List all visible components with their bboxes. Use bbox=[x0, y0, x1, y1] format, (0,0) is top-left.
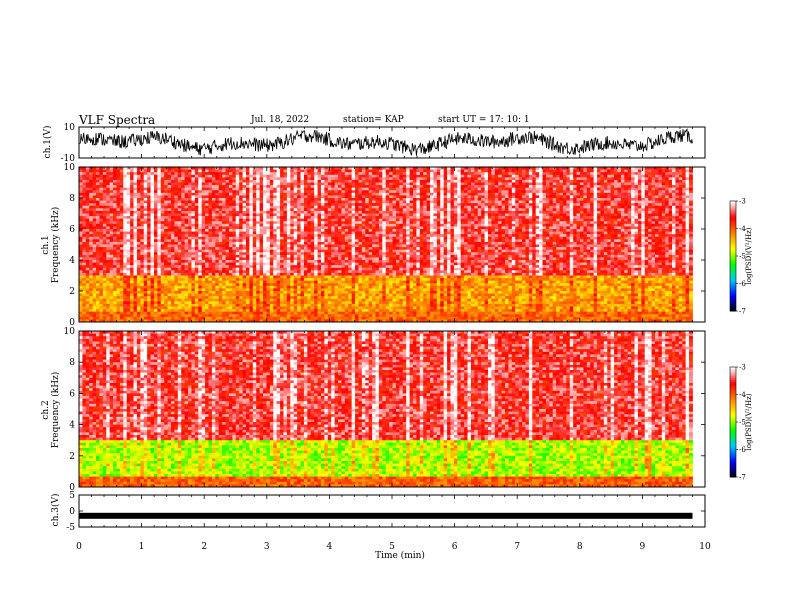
y-tick-label: 10 bbox=[64, 327, 76, 337]
x-tick-label: 2 bbox=[201, 542, 207, 552]
y-tick-label: -5 bbox=[66, 523, 75, 533]
ch3-waveform bbox=[79, 512, 693, 519]
y-tick-label: 6 bbox=[69, 225, 75, 235]
colorbar-label: log(PSD)(V²/Hz) bbox=[745, 227, 753, 284]
x-tick-label: 3 bbox=[264, 542, 270, 552]
x-axis-label: Time (min) bbox=[375, 550, 425, 561]
colorbar-label: log(PSD)(V²/Hz) bbox=[745, 393, 753, 450]
ch1-spectrogram-ylabel-line2: Frequency (kHz) bbox=[50, 207, 61, 284]
colorbar-tick-label: -3 bbox=[739, 198, 746, 206]
y-tick-label: 6 bbox=[69, 389, 75, 399]
ch1-spectrogram bbox=[79, 167, 693, 323]
ch1-waveform-ylabel: ch.1(V) bbox=[42, 126, 53, 159]
x-tick-label: 9 bbox=[640, 542, 646, 552]
ch2-spectrogram-ylabel-line2: Frequency (kHz) bbox=[50, 372, 61, 449]
y-tick-label: 8 bbox=[69, 194, 75, 204]
y-tick-label: 2 bbox=[69, 452, 75, 462]
y-tick-label: 5 bbox=[69, 491, 75, 501]
colorbar-tick-label: -7 bbox=[739, 308, 746, 316]
y-tick-label: 10 bbox=[64, 123, 76, 133]
x-tick-label: 4 bbox=[327, 542, 333, 552]
x-tick-label: 8 bbox=[577, 542, 583, 552]
x-tick-label: 10 bbox=[699, 542, 711, 552]
y-tick-label: 4 bbox=[69, 256, 75, 266]
ch2-spectrogram-ylabel-line1: ch.2 bbox=[41, 400, 51, 419]
y-tick-label: 8 bbox=[69, 358, 75, 368]
ch1-spectrogram-ylabel: ch.1 Frequency (kHz) bbox=[41, 207, 61, 284]
y-tick-label: 0 bbox=[69, 507, 75, 517]
ch3-waveform-frame bbox=[78, 494, 706, 528]
x-tick-label: 7 bbox=[514, 542, 520, 552]
ch1-spectrogram-ylabel-line1: ch.1 bbox=[41, 235, 51, 254]
y-tick-label: 10 bbox=[64, 163, 76, 173]
y-tick-label: 2 bbox=[69, 287, 75, 297]
colorbars: -3-4-5-6-7log(PSD)(V²/Hz)-3-4-5-6-7log(P… bbox=[729, 198, 753, 482]
colorbar-tick-label: -3 bbox=[739, 364, 746, 372]
ch3-waveform-ylabel: ch.3(V) bbox=[50, 494, 61, 527]
colorbar-tick-label: -7 bbox=[739, 474, 746, 482]
ch1-waveform bbox=[78, 128, 693, 156]
y-tick-label: 4 bbox=[69, 421, 75, 431]
ch2-spectrogram bbox=[79, 331, 693, 488]
x-tick-label: 0 bbox=[76, 542, 82, 552]
ch1-waveform-trace bbox=[78, 128, 693, 156]
x-tick-label: 6 bbox=[452, 542, 458, 552]
ch2-spectrogram-ylabel: ch.2 Frequency (kHz) bbox=[41, 372, 61, 449]
x-tick-label: 1 bbox=[139, 542, 145, 552]
ch3-waveform-trace bbox=[79, 512, 693, 519]
